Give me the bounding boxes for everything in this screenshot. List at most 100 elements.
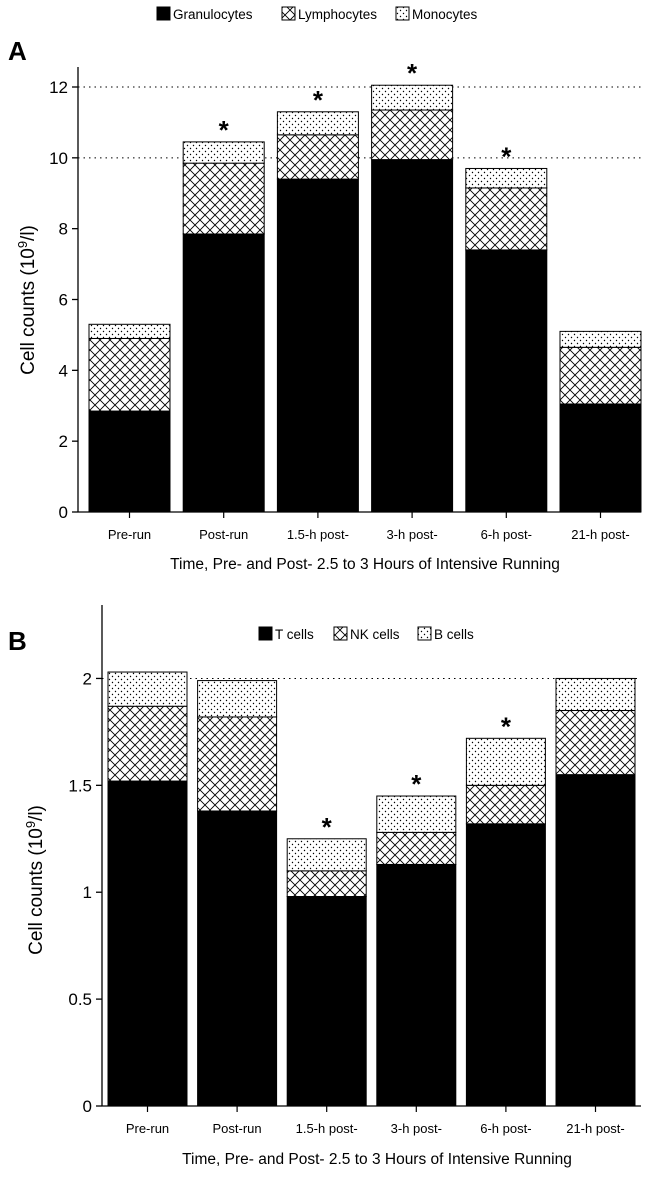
bar-monocytes-3 bbox=[371, 84, 454, 111]
x-tick-label: Post-run bbox=[213, 1121, 262, 1136]
panel-label-b: B bbox=[8, 626, 27, 656]
legend-swatch-lymphocytes bbox=[281, 6, 296, 21]
significance-star-1: * bbox=[219, 115, 230, 145]
bar-monocytes-4 bbox=[465, 167, 548, 189]
y-tick-label: 12 bbox=[49, 78, 68, 97]
legend-label-lymphocytes: Lymphocytes bbox=[298, 7, 377, 22]
x-tick-label: 21-h post- bbox=[566, 1121, 625, 1136]
legend-swatch-monocytes bbox=[395, 6, 410, 21]
y-tick-label: 1 bbox=[83, 883, 92, 902]
x-tick-label: Pre-run bbox=[126, 1121, 169, 1136]
bar-lymphocytes-3 bbox=[371, 109, 454, 161]
bar-monocytes-5 bbox=[559, 330, 642, 348]
y-axis-label-a: Cell counts (109/l) bbox=[15, 225, 39, 375]
bar-b-cells-1 bbox=[197, 680, 278, 718]
x-tick-label: 21-h post- bbox=[571, 527, 630, 542]
significance-star-2: * bbox=[322, 812, 333, 842]
legend-swatch-nk-cells bbox=[333, 626, 348, 641]
bar-b-cells-0 bbox=[107, 671, 188, 707]
bar-nk-cells-3 bbox=[376, 831, 457, 865]
bar-lymphocytes-5 bbox=[559, 346, 642, 405]
x-tick-label: 3-h post- bbox=[391, 1121, 442, 1136]
bar-granulocytes-5 bbox=[559, 403, 642, 513]
x-axis-label-b: Time, Pre- and Post- 2.5 to 3 Hours of I… bbox=[182, 1151, 572, 1168]
bar-b-cells-2 bbox=[286, 838, 367, 872]
bars-b bbox=[107, 671, 636, 1107]
panel-b: B T cells NK cells B cells * * * 0 0.5 1 1.5 2 P… bbox=[8, 605, 641, 1168]
legend-b: T cells NK cells B cells bbox=[258, 626, 474, 642]
bar-granulocytes-4 bbox=[465, 249, 548, 513]
legend-label-t-cells: T cells bbox=[275, 627, 314, 642]
x-tick-label: 1.5-h post- bbox=[287, 527, 349, 542]
y-tick-label: 2 bbox=[83, 669, 92, 688]
bar-monocytes-1 bbox=[182, 141, 265, 164]
y-tick-label: 2 bbox=[59, 432, 68, 451]
bar-t-cells-3 bbox=[376, 863, 457, 1107]
bar-b-cells-4 bbox=[465, 737, 546, 786]
y-tick-label: 0 bbox=[83, 1097, 92, 1116]
y-ticks-b: 0 0.5 1 1.5 2 bbox=[68, 669, 102, 1116]
bar-nk-cells-5 bbox=[555, 710, 636, 776]
bar-nk-cells-4 bbox=[465, 784, 546, 825]
bar-b-cells-3 bbox=[376, 795, 457, 833]
x-tick-label: Pre-run bbox=[108, 527, 151, 542]
bar-t-cells-0 bbox=[107, 780, 188, 1107]
y-ticks-a: 0 2 4 6 8 10 12 bbox=[49, 78, 78, 522]
significance-star-3: * bbox=[411, 769, 422, 799]
legend-label-nk-cells: NK cells bbox=[350, 627, 400, 642]
bar-lymphocytes-2 bbox=[276, 134, 359, 180]
x-tick-label: Post-run bbox=[199, 527, 248, 542]
y-axis-label-b: Cell counts (109/l) bbox=[23, 805, 47, 955]
bar-granulocytes-3 bbox=[371, 159, 454, 513]
bar-b-cells-5 bbox=[555, 677, 636, 712]
x-ticks-b: Pre-run Post-run 1.5-h post- 3-h post- 6-h p… bbox=[126, 1106, 625, 1136]
bar-t-cells-2 bbox=[286, 895, 367, 1107]
bar-granulocytes-2 bbox=[276, 178, 359, 513]
x-tick-label: 1.5-h post- bbox=[296, 1121, 358, 1136]
axes-a bbox=[77, 67, 641, 513]
panel-a: A Granulocytes Lymphocytes Monocytes * * ** … bbox=[8, 6, 642, 573]
significance-star-4: * bbox=[501, 141, 512, 171]
bar-t-cells-1 bbox=[197, 810, 278, 1107]
y-tick-label: 0 bbox=[59, 503, 68, 522]
x-ticks-a: Pre-run Post-run 1.5-h post- 3-h post- 6-h p… bbox=[108, 512, 630, 542]
bars-a bbox=[88, 84, 642, 513]
y-tick-label: 4 bbox=[59, 361, 68, 380]
legend-swatch-granulocytes bbox=[156, 6, 171, 21]
significance-star-3: * bbox=[407, 58, 418, 88]
y-tick-label: 8 bbox=[59, 220, 68, 239]
legend-swatch-t-cells bbox=[258, 626, 273, 641]
bar-t-cells-5 bbox=[555, 774, 636, 1107]
gridlines-a bbox=[78, 86, 641, 159]
bar-lymphocytes-4 bbox=[465, 187, 548, 251]
x-tick-label: 6-h post- bbox=[480, 1121, 531, 1136]
legend-a: Granulocytes Lymphocytes Monocytes bbox=[156, 6, 478, 22]
legend-label-monocytes: Monocytes bbox=[412, 7, 478, 22]
bar-nk-cells-1 bbox=[197, 716, 278, 812]
significance-star-2: * bbox=[313, 85, 324, 115]
y-tick-label: 1.5 bbox=[68, 776, 92, 795]
bar-monocytes-2 bbox=[276, 111, 359, 136]
y-tick-label: 6 bbox=[59, 291, 68, 310]
bar-granulocytes-1 bbox=[182, 233, 265, 513]
x-tick-label: 3-h post- bbox=[386, 527, 437, 542]
x-axis-label-a: Time, Pre- and Post- 2.5 to 3 Hours of I… bbox=[170, 556, 560, 573]
x-tick-label: 6-h post- bbox=[481, 527, 532, 542]
y-tick-label: 0.5 bbox=[68, 990, 92, 1009]
significance-star-4: * bbox=[501, 711, 512, 741]
bar-granulocytes-0 bbox=[88, 410, 171, 513]
significance-markers-b: * * * bbox=[322, 711, 512, 841]
significance-markers-a: * * * * bbox=[219, 58, 513, 171]
y-tick-label: 10 bbox=[49, 149, 68, 168]
bar-t-cells-4 bbox=[465, 823, 546, 1107]
legend-swatch-b-cells bbox=[417, 626, 432, 641]
bar-lymphocytes-1 bbox=[182, 162, 265, 235]
bar-nk-cells-0 bbox=[107, 705, 188, 782]
legend-label-granulocytes: Granulocytes bbox=[173, 7, 253, 22]
axes-b bbox=[101, 605, 641, 1107]
panel-label-a: A bbox=[8, 36, 27, 66]
bar-monocytes-0 bbox=[88, 323, 171, 339]
legend-label-b-cells: B cells bbox=[434, 627, 474, 642]
bar-lymphocytes-0 bbox=[88, 337, 171, 412]
